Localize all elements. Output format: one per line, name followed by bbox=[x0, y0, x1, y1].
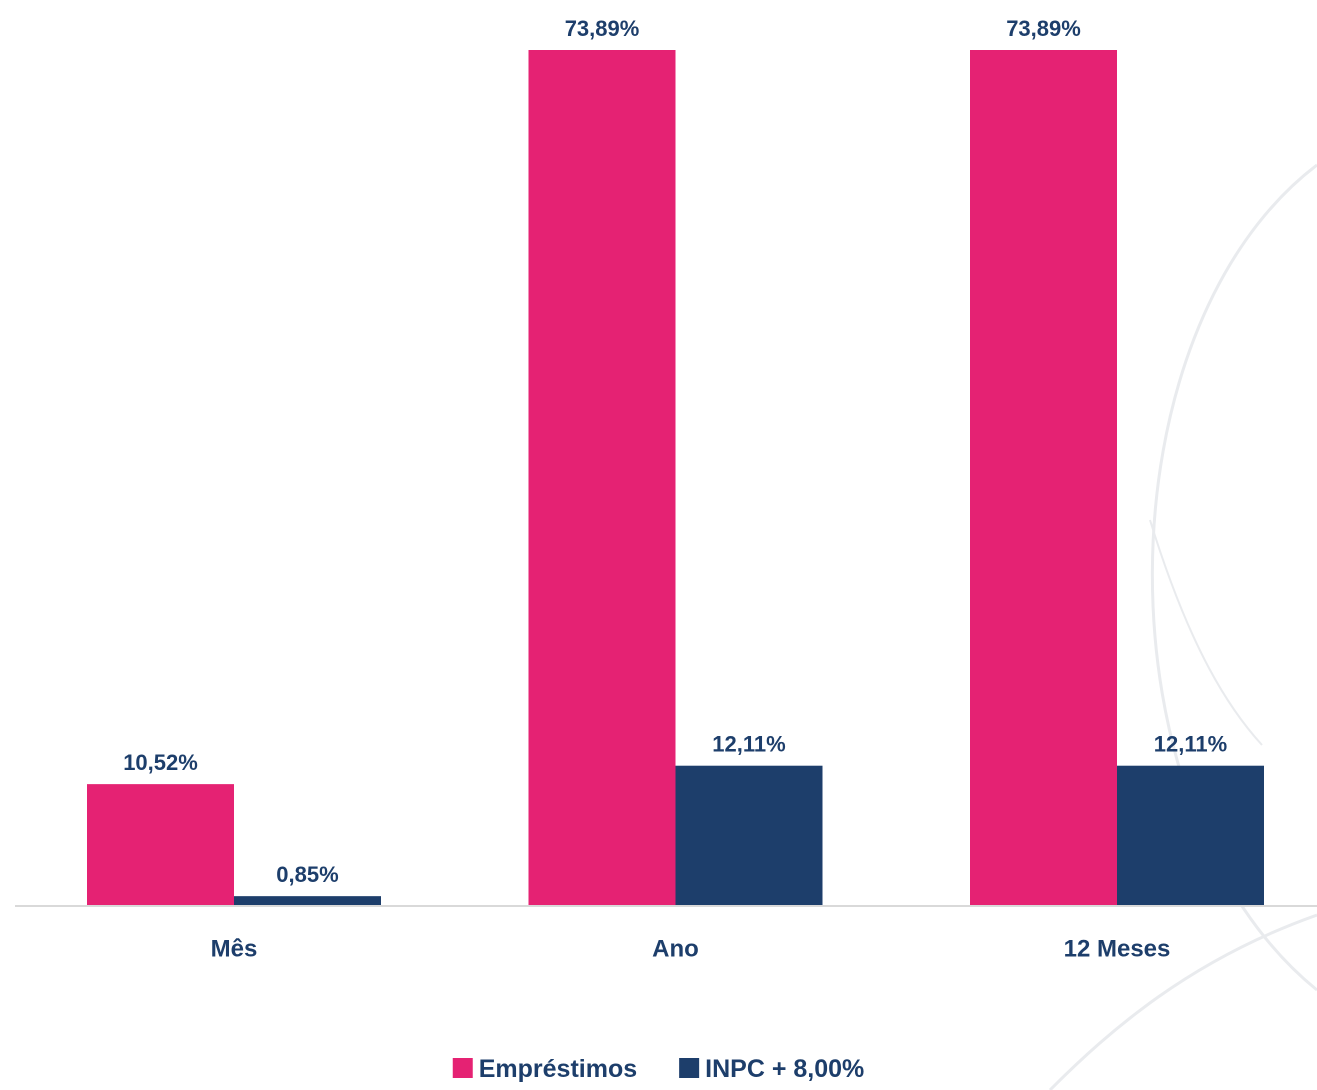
legend-swatch bbox=[452, 1058, 473, 1078]
bar-emprestimos bbox=[528, 50, 676, 906]
category-labels-group: Mês Ano 12 Meses bbox=[211, 935, 1171, 962]
decorative-arc bbox=[1048, 913, 1317, 1090]
legend-swatch bbox=[679, 1058, 700, 1078]
bar-inpc bbox=[234, 896, 381, 906]
data-label: 10,52% bbox=[123, 750, 198, 775]
data-label: 73,89% bbox=[1006, 16, 1081, 41]
legend-label: INPC + 8,00% bbox=[705, 1055, 864, 1083]
data-label: 12,11% bbox=[1154, 732, 1227, 757]
bar-inpc bbox=[675, 765, 823, 906]
bars-group bbox=[87, 50, 1264, 906]
legend-label: Empréstimos bbox=[479, 1055, 637, 1083]
x-tick-label: Ano bbox=[652, 935, 699, 962]
legend-item-inpc: INPC + 8,00% bbox=[679, 1055, 864, 1083]
decorative-arc bbox=[1149, 519, 1263, 746]
data-label: 12,11% bbox=[712, 732, 785, 757]
x-tick-label: Mês bbox=[211, 935, 258, 962]
bar-emprestimos bbox=[87, 784, 234, 906]
legend-item-emprestimos: Empréstimos bbox=[452, 1055, 637, 1083]
legend: Empréstimos INPC + 8,00% bbox=[452, 1055, 864, 1083]
x-tick-label: 12 Meses bbox=[1064, 935, 1171, 962]
data-label: 73,89% bbox=[565, 16, 640, 41]
bar-inpc bbox=[1117, 765, 1264, 906]
value-labels-group: 10,52% 0,85% 73,89% 12,11% 73,89% 12,11% bbox=[123, 16, 1227, 887]
data-label: 0,85% bbox=[276, 862, 338, 887]
bar-emprestimos bbox=[970, 50, 1117, 906]
